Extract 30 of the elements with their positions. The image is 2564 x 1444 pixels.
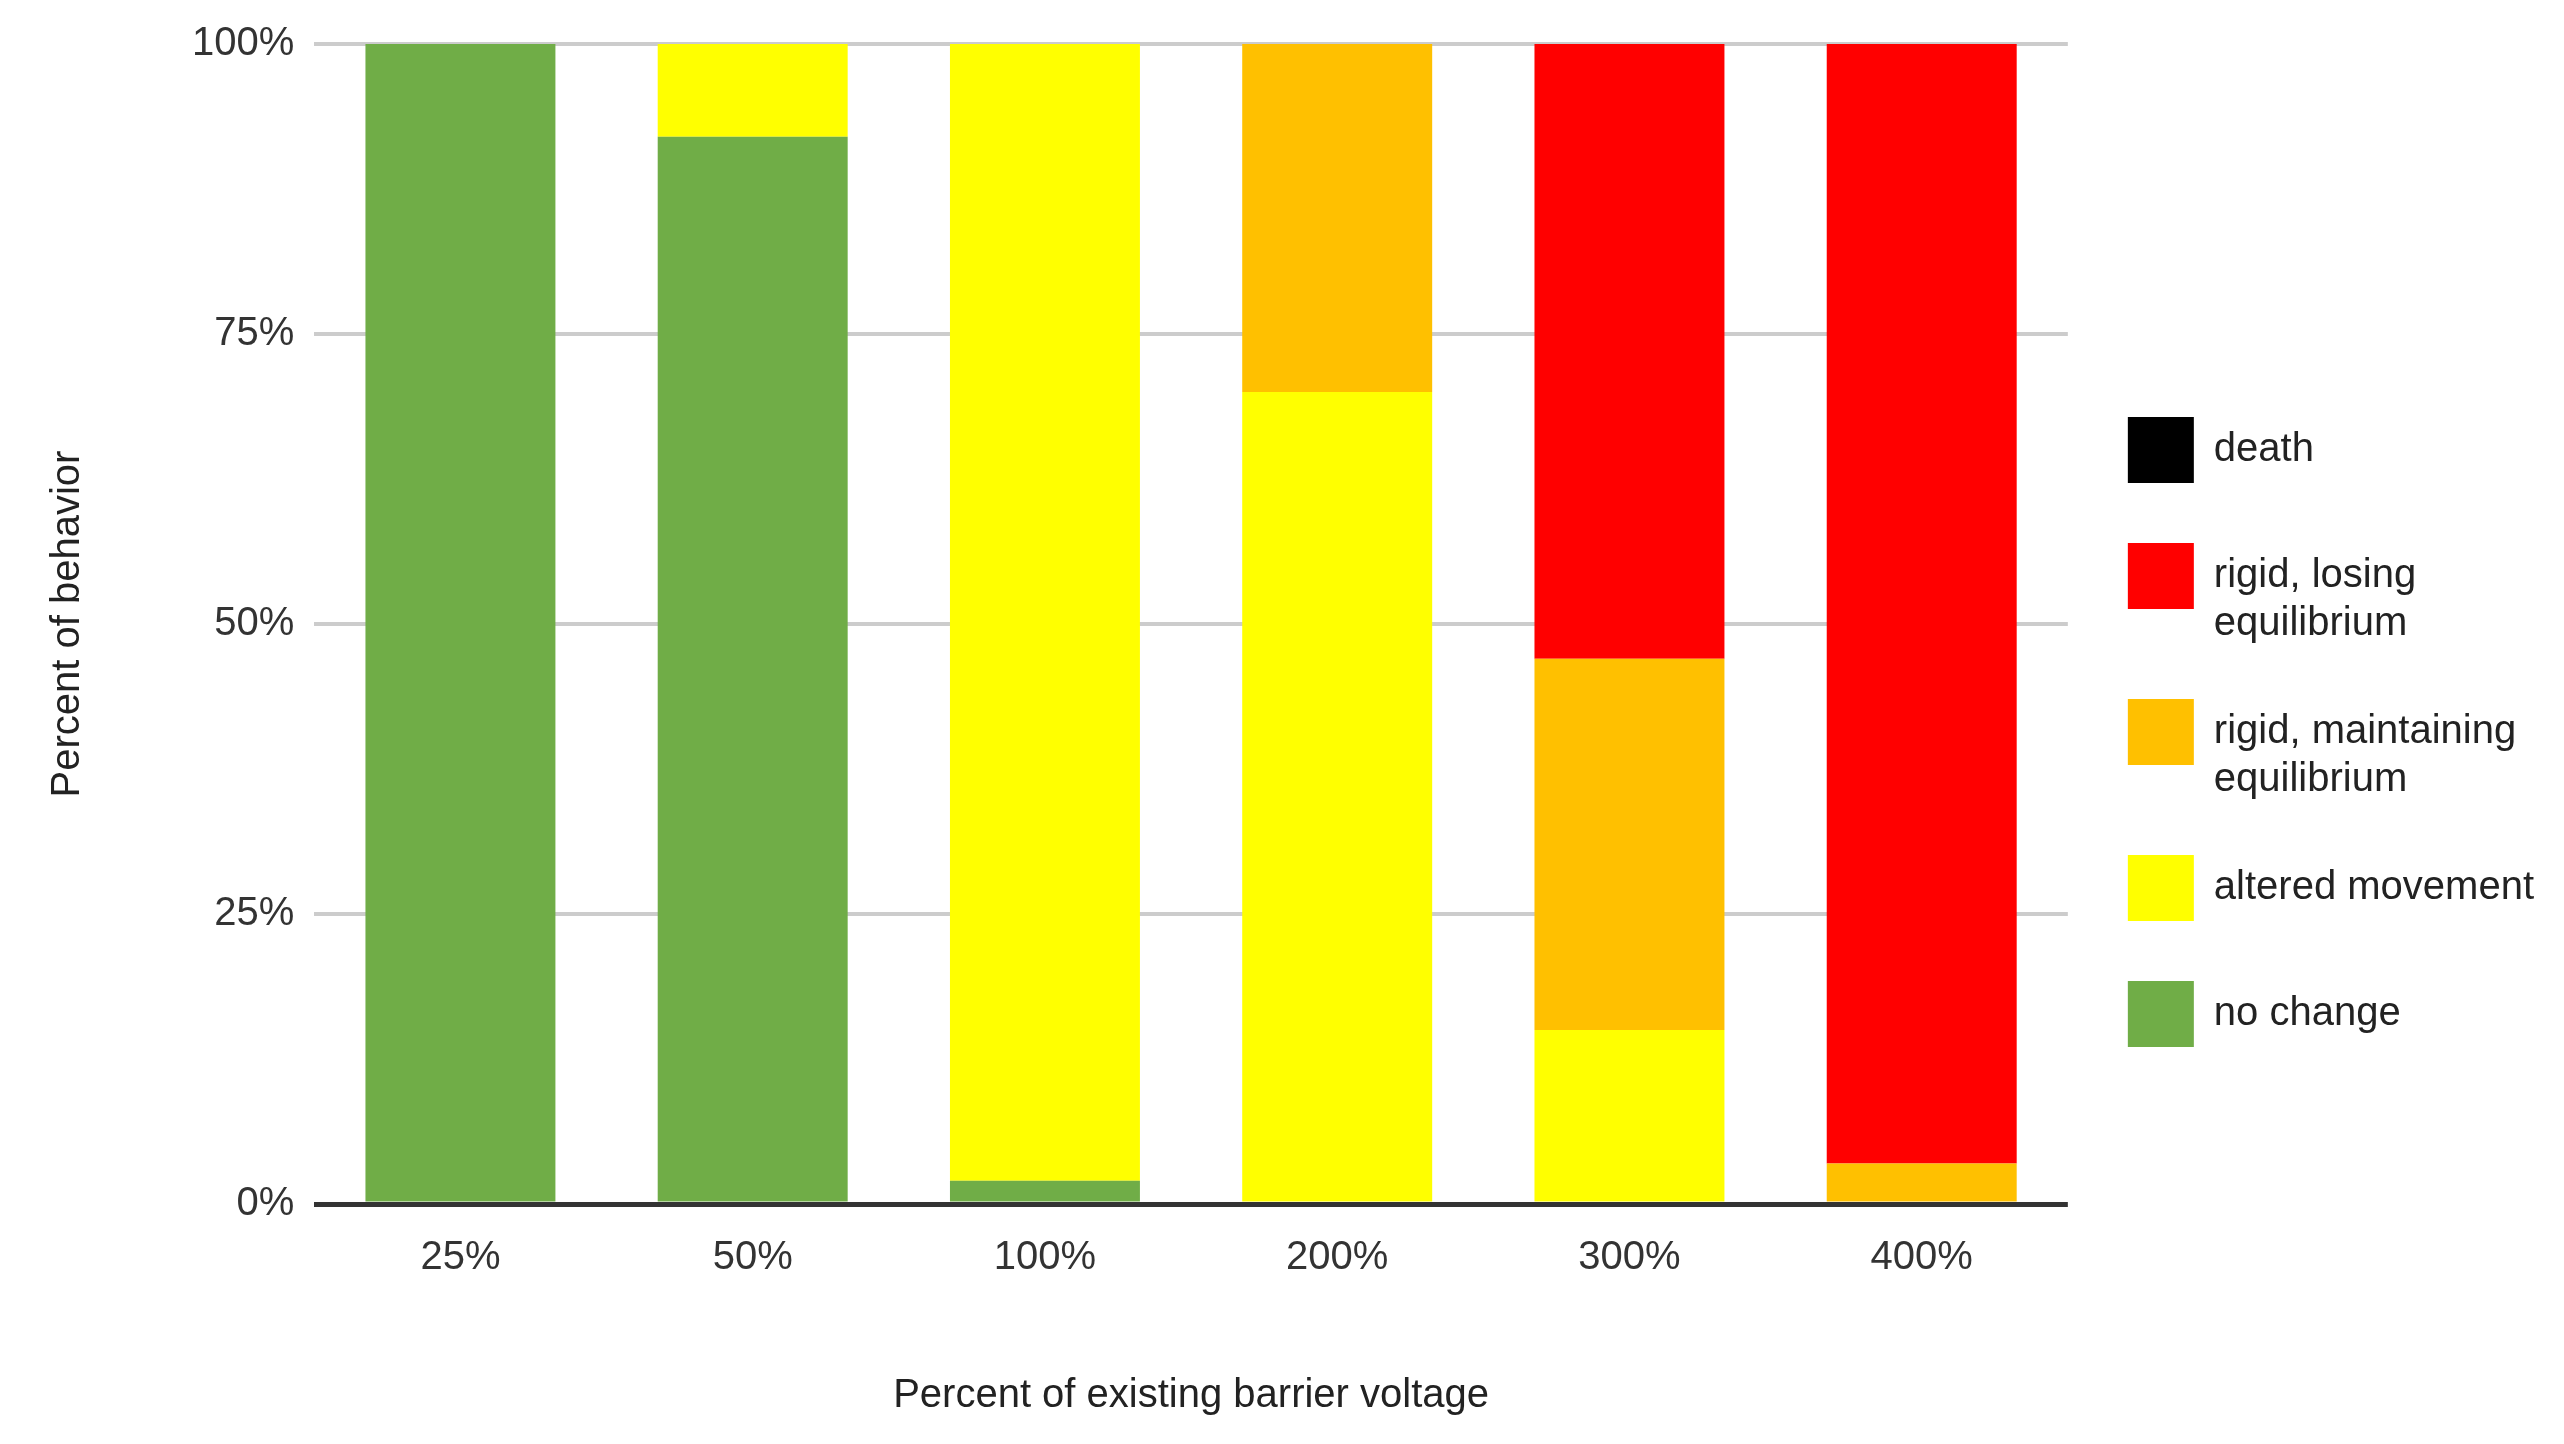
x-tick-label: 25%	[420, 1233, 501, 1278]
legend-label: rigid, maintaining equilibrium	[2213, 707, 2517, 800]
x-tick-label: 300%	[1578, 1233, 1681, 1278]
legend-label: no change	[2213, 989, 2401, 1034]
y-tick-label: 75%	[214, 309, 295, 354]
x-tick-label: 100%	[993, 1233, 1097, 1278]
bar	[657, 44, 848, 137]
legend-label: death	[2213, 425, 2314, 470]
legend-label: altered movement	[2213, 863, 2534, 908]
bar	[949, 1180, 1140, 1202]
bar	[1826, 1163, 2017, 1202]
x-tick-label: 50%	[712, 1233, 793, 1278]
legend-label: rigid, losing equilibrium	[2213, 551, 2417, 644]
x-tick-label: 400%	[1870, 1233, 1973, 1278]
x-tick-label: 200%	[1286, 1233, 1389, 1278]
bar	[365, 44, 556, 1202]
y-axis-title: Percent of behavior	[43, 450, 88, 798]
bar	[1534, 44, 1725, 659]
bar	[657, 136, 848, 1202]
bar	[1534, 658, 1725, 1030]
bar	[949, 44, 1140, 1181]
bar	[1534, 1030, 1725, 1202]
x-axis-title: Percent of existing barrier voltage	[893, 1371, 1489, 1416]
y-tick-label: 0%	[236, 1179, 295, 1224]
y-tick-label: 50%	[214, 599, 295, 644]
y-tick-label: 100%	[191, 19, 295, 64]
bar	[1242, 44, 1433, 392]
bar	[1242, 392, 1433, 1202]
y-tick-label: 25%	[214, 889, 295, 934]
bar	[1826, 44, 2017, 1164]
